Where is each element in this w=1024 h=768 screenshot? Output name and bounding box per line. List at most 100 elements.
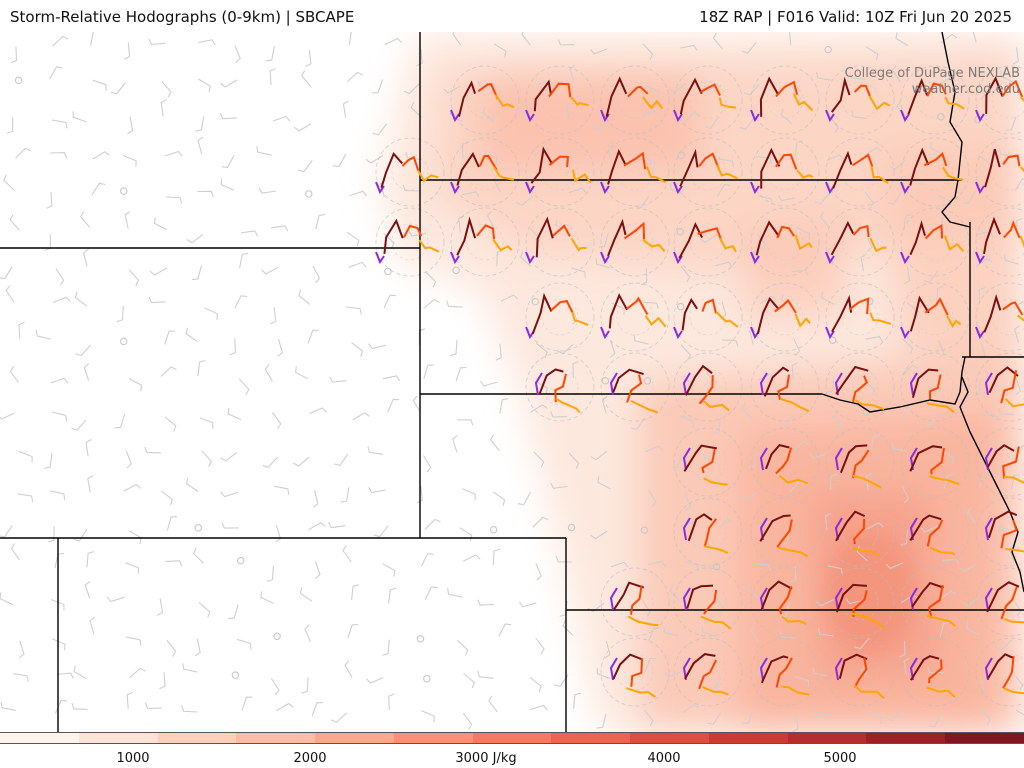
hodograph-6-9km bbox=[570, 96, 589, 107]
wind-barb bbox=[962, 596, 980, 607]
wind-barb bbox=[529, 228, 541, 245]
hodograph-3-6km bbox=[477, 83, 499, 100]
wind-barb bbox=[382, 563, 396, 577]
wind-barb bbox=[595, 258, 611, 269]
hodograph bbox=[673, 221, 737, 265]
storm-motion-segment bbox=[759, 657, 768, 681]
hodograph-ring-inner bbox=[616, 223, 654, 261]
hodograph-0-3km bbox=[983, 293, 1002, 333]
hodograph bbox=[900, 220, 965, 265]
hodograph bbox=[834, 583, 886, 630]
wind-barb bbox=[221, 522, 239, 529]
hodograph-0-3km bbox=[605, 76, 628, 117]
wind-barb bbox=[346, 231, 360, 247]
wind-barb bbox=[648, 627, 661, 642]
wind-barb bbox=[598, 232, 609, 248]
wind-barb bbox=[865, 473, 872, 491]
wind-barb bbox=[198, 39, 216, 46]
hodograph bbox=[682, 653, 729, 696]
wind-barb bbox=[149, 267, 168, 276]
wind-barb bbox=[305, 49, 312, 67]
cape-contour bbox=[740, 222, 850, 322]
hodograph-3-6km bbox=[775, 657, 793, 688]
hodograph bbox=[682, 584, 732, 630]
hodograph-6-9km bbox=[571, 169, 592, 184]
hodograph bbox=[975, 76, 1024, 123]
hodograph-ring bbox=[450, 137, 520, 207]
storm-motion-segment bbox=[984, 657, 993, 681]
hodograph-3-6km bbox=[851, 449, 870, 479]
hodograph-0-3km bbox=[681, 297, 698, 331]
wind-barb bbox=[920, 525, 939, 533]
wind-barb bbox=[643, 709, 654, 727]
hodograph bbox=[909, 655, 956, 698]
wind-barb bbox=[680, 44, 698, 51]
hodograph-3-6km bbox=[775, 80, 799, 98]
wind-barb bbox=[590, 48, 608, 55]
hodograph-ring bbox=[673, 427, 743, 497]
wind-barb bbox=[128, 269, 140, 286]
calm-wind-marker bbox=[531, 297, 540, 306]
hodograph-ring bbox=[450, 207, 520, 277]
hodograph-0-3km bbox=[986, 444, 1015, 468]
wind-barb bbox=[927, 666, 944, 674]
hodograph-ring bbox=[673, 137, 743, 207]
hodograph-6-9km bbox=[868, 95, 891, 111]
storm-motion-segment bbox=[825, 109, 835, 123]
wind-barb bbox=[796, 227, 811, 240]
wind-barb bbox=[482, 106, 495, 123]
hodograph-3-6km bbox=[852, 375, 869, 403]
wind-barb bbox=[928, 713, 942, 728]
wind-barb bbox=[424, 518, 441, 530]
wind-barb bbox=[463, 673, 475, 689]
wind-barb bbox=[462, 488, 476, 501]
header: Storm-Relative Hodographs (0-9km) | SBCA… bbox=[0, 0, 1024, 32]
hodograph-0-3km bbox=[685, 364, 713, 396]
wind-barb bbox=[0, 701, 17, 711]
wind-barb bbox=[312, 490, 319, 508]
wind-barb bbox=[715, 261, 733, 268]
hodograph bbox=[900, 147, 964, 195]
wind-barb bbox=[965, 622, 980, 636]
wind-barb bbox=[891, 65, 901, 83]
wind-barb bbox=[74, 291, 88, 307]
wind-barb bbox=[966, 506, 977, 524]
wind-barb bbox=[161, 490, 173, 506]
wind-barb bbox=[534, 380, 548, 395]
hodograph-ring bbox=[525, 352, 595, 422]
wind-barb bbox=[373, 525, 389, 538]
wind-barb bbox=[304, 624, 311, 643]
storm-motion-segment bbox=[900, 251, 910, 265]
hodograph-ring-inner bbox=[916, 153, 954, 191]
wind-barb bbox=[789, 565, 797, 583]
wind-barb bbox=[372, 123, 388, 136]
hodograph bbox=[750, 76, 814, 123]
hodograph-ring-inner bbox=[841, 298, 879, 336]
hodograph-ring-inner bbox=[766, 223, 804, 261]
hodograph-0-3km bbox=[838, 653, 868, 679]
wind-barb bbox=[44, 453, 53, 469]
wind-barb bbox=[777, 195, 796, 202]
wind-barb bbox=[682, 703, 700, 714]
wind-barb bbox=[239, 252, 249, 269]
hodograph bbox=[834, 510, 880, 557]
wind-barb bbox=[533, 451, 545, 468]
hodograph-3-6km bbox=[1000, 586, 1018, 620]
wind-barb bbox=[683, 112, 699, 124]
storm-motion-segment bbox=[375, 181, 385, 195]
hodograph bbox=[975, 148, 1024, 195]
hodograph-6-9km bbox=[851, 612, 886, 630]
storm-motion-segment bbox=[534, 372, 543, 396]
wind-barb bbox=[635, 195, 650, 209]
hodograph-6-9km bbox=[417, 169, 439, 183]
hodograph bbox=[909, 581, 956, 627]
river-border bbox=[959, 376, 1024, 593]
hodograph-6-9km bbox=[642, 96, 664, 110]
hodograph-3-6km bbox=[703, 518, 717, 547]
colorbar-segment bbox=[708, 733, 789, 743]
calm-wind-marker bbox=[236, 556, 245, 565]
hodograph-ring bbox=[975, 427, 1024, 497]
wind-barb bbox=[564, 156, 571, 175]
wind-barb bbox=[236, 638, 252, 650]
wind-barb bbox=[446, 300, 463, 308]
